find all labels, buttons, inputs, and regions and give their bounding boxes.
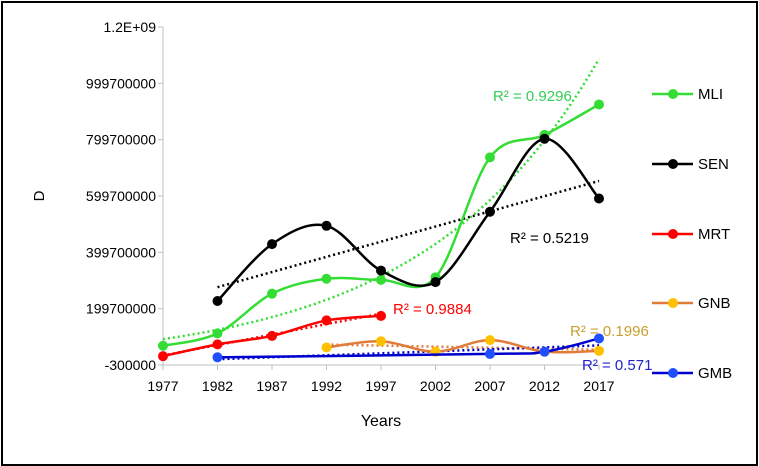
- y-tick-label: 1.2E+09: [103, 19, 156, 35]
- data-point-gnb: [376, 336, 386, 347]
- legend-label-gnb: GNB: [698, 295, 731, 312]
- data-point-sen: [212, 295, 223, 306]
- r2-label-mrt: R² = 0.9884: [393, 301, 472, 318]
- data-point-mli: [594, 99, 604, 110]
- data-point-mrt: [376, 310, 386, 321]
- data-point-sen: [430, 277, 441, 288]
- x-tick-label: 1992: [311, 378, 342, 394]
- y-tick-label: 399700000: [86, 244, 156, 260]
- y-axis-label: D: [31, 190, 48, 201]
- x-tick-label: 2017: [583, 378, 614, 394]
- data-point-sen: [376, 265, 386, 276]
- legend-marker-gmb: [668, 368, 678, 378]
- legend-label-gmb: GMB: [698, 365, 732, 382]
- data-point-mli: [158, 340, 168, 351]
- x-tick-label: 1982: [202, 378, 233, 394]
- y-tick-label: 799700000: [86, 132, 156, 148]
- data-point-mrt: [267, 330, 277, 341]
- legend-label-sen: SEN: [698, 156, 729, 173]
- data-point-gmb: [212, 352, 223, 363]
- x-tick-label: 1977: [147, 378, 178, 394]
- data-point-gnb: [485, 335, 495, 346]
- legend-marker-mrt: [668, 229, 678, 239]
- data-point-gmb: [539, 346, 550, 357]
- data-point-sen: [594, 193, 604, 204]
- x-tick-label: 2007: [474, 378, 505, 394]
- legend-marker-sen: [668, 159, 678, 169]
- data-point-gmb: [485, 348, 495, 359]
- data-point-gmb: [594, 333, 604, 344]
- data-point-sen: [321, 220, 332, 231]
- y-tick-label: 199700000: [86, 301, 156, 317]
- legend-label-mrt: MRT: [698, 226, 730, 243]
- series-line-mli: [162, 103, 600, 347]
- trendline-sen: [217, 179, 600, 289]
- data-point-mrt: [212, 339, 223, 350]
- r2-label-mli: R² = 0.9296: [493, 88, 572, 105]
- data-point-mli: [485, 152, 495, 163]
- data-point-mli: [376, 274, 386, 285]
- series-line-gmb: [217, 337, 600, 359]
- legend-marker-mli: [668, 89, 678, 99]
- data-point-gnb: [594, 345, 604, 356]
- x-axis-label: Years: [361, 413, 401, 430]
- r2-label-gmb: R² = 0.571: [582, 357, 652, 374]
- data-point-sen: [267, 239, 277, 250]
- trendline-gnb: [326, 343, 600, 352]
- y-tick-label: 999700000: [86, 75, 156, 91]
- x-tick-label: 1997: [365, 378, 396, 394]
- data-point-mrt: [321, 315, 332, 326]
- data-point-mli: [212, 328, 223, 339]
- data-point-gnb: [321, 342, 332, 353]
- trendline-gmb: [217, 344, 600, 361]
- r2-label-sen: R² = 0.5219: [510, 230, 589, 247]
- series-line-sen: [216, 137, 600, 302]
- x-tick-label: 2012: [529, 378, 560, 394]
- y-tick-label: 599700000: [86, 188, 156, 204]
- r2-label-gnb: R² = 0.1996: [570, 323, 649, 340]
- data-point-mrt: [158, 351, 168, 362]
- data-point-mli: [321, 273, 332, 284]
- legend-label-mli: MLI: [698, 86, 723, 103]
- x-tick-label: 1987: [256, 378, 287, 394]
- data-point-sen: [485, 206, 495, 217]
- data-point-mli: [267, 288, 277, 299]
- y-tick-label: -300000: [105, 357, 157, 373]
- data-point-sen: [539, 133, 550, 144]
- x-tick-label: 2002: [420, 378, 451, 394]
- legend-marker-gnb: [668, 298, 678, 308]
